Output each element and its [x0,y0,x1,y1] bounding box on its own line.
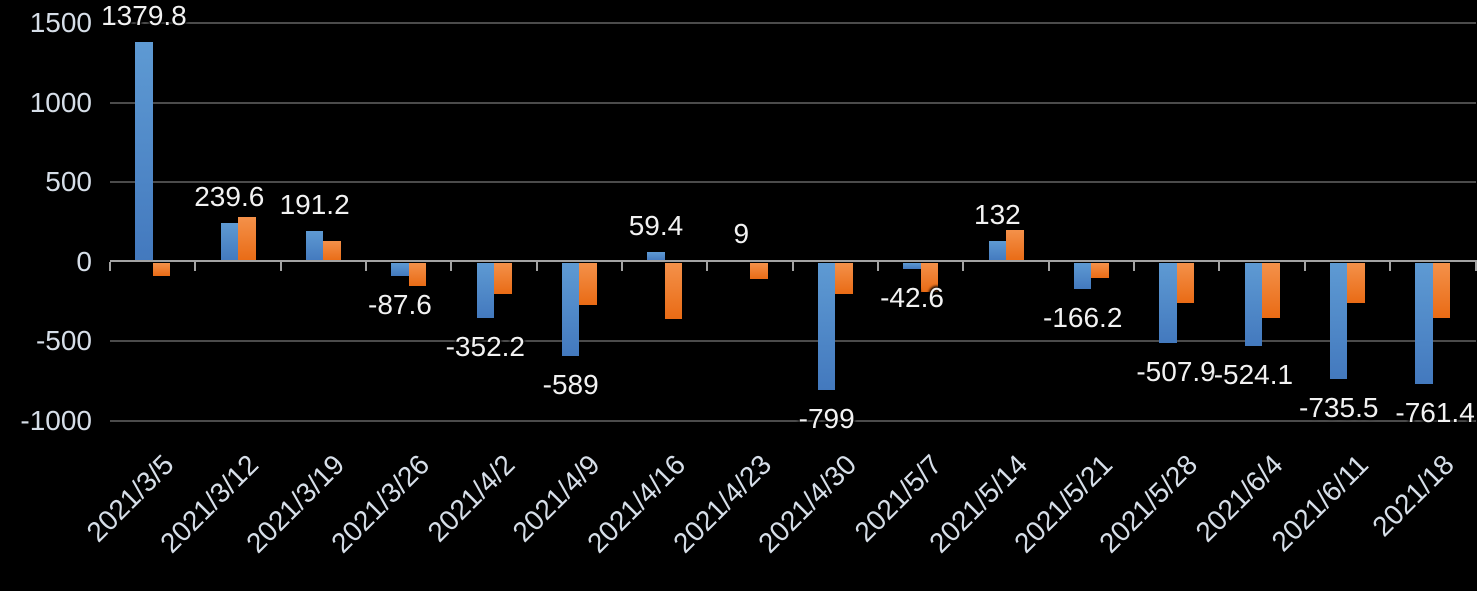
y-axis-tick-label: 500 [45,166,92,197]
data-label: -87.6 [368,289,432,321]
data-label: -799 [798,402,855,434]
bar-orange-series[interactable] [579,262,597,306]
bar-blue-series[interactable] [1329,262,1348,380]
bar-orange-series[interactable] [1347,262,1365,304]
data-label: -524.1 [1213,358,1294,390]
x-axis-tick [1474,261,1477,271]
gridline [110,22,1476,24]
x-axis-label: 2021/4/2 [421,448,521,548]
x-axis-tick [791,261,794,271]
bar-orange-series[interactable] [1006,230,1024,262]
x-axis-tick [706,261,709,271]
x-axis-tick [1218,261,1221,271]
data-label: -42.6 [880,282,944,314]
y-axis-tick-label: -500 [35,325,92,356]
y-axis-tick-label: -1000 [20,404,92,436]
gridline [110,101,1476,104]
bar-orange-series[interactable] [664,262,683,319]
data-label: -507.9 [1136,356,1216,388]
bar-orange-series[interactable] [1262,262,1280,319]
x-axis-tick [194,261,197,271]
bar-orange-series[interactable] [1432,262,1451,319]
data-label: 239.6 [194,181,265,213]
x-axis-tick [1133,261,1136,271]
bar-blue-series[interactable] [305,231,324,262]
x-axis-tick [962,261,965,271]
y-axis-tick-label: 1000 [29,86,92,118]
x-axis-tick [1389,261,1392,271]
data-label: -761.4 [1395,396,1475,428]
bar-orange-series[interactable] [920,262,939,292]
gridline [110,340,1476,342]
x-axis-tick [109,261,111,271]
data-label: 132 [974,198,1021,230]
data-label: -352.2 [445,331,525,363]
bar-orange-series[interactable] [238,216,256,262]
bar-blue-series[interactable] [220,223,239,262]
bar-blue-series[interactable] [988,240,1007,262]
bar-blue-series[interactable] [1159,262,1177,344]
bar-orange-series[interactable] [323,240,341,262]
data-label: -589 [542,369,599,401]
bar-orange-series[interactable] [152,262,171,276]
bar-blue-series[interactable] [561,262,580,357]
bar-blue-series[interactable] [1073,262,1092,289]
x-axis-line [110,260,1477,263]
bar-blue-series[interactable] [476,262,495,319]
bar-orange-series[interactable] [835,262,853,295]
bar-blue-series[interactable] [1244,262,1263,346]
y-axis-tick-label: 1500 [29,7,92,38]
x-axis-tick [1047,261,1050,271]
x-axis-tick [621,261,624,271]
x-axis-tick [535,261,538,271]
bar-orange-series[interactable] [750,262,768,280]
data-label: 9 [733,218,750,250]
bar-orange-series[interactable] [494,262,512,294]
bar-blue-series[interactable] [1415,262,1433,384]
bar-blue-series[interactable] [647,252,665,262]
x-axis-tick [877,261,880,271]
bar-orange-series[interactable] [1091,262,1109,278]
x-axis-tick [1303,261,1306,271]
bar-blue-series[interactable] [391,262,409,277]
gridline [110,419,1476,422]
gridline [110,181,1476,183]
data-label: 1379.8 [101,0,187,32]
x-axis-tick [450,261,453,271]
bar-blue-series[interactable] [135,42,153,262]
x-axis-tick [279,261,282,271]
data-label: 59.4 [628,210,684,242]
y-axis-tick-label: 0 [76,245,92,277]
x-axis-tick [365,261,368,271]
bar-orange-series[interactable] [1176,262,1195,304]
bar-blue-series[interactable] [903,262,921,270]
x-axis-label: 2021/18 [1365,448,1460,543]
bar-orange-series[interactable] [408,262,427,287]
data-label: -166.2 [1043,301,1123,333]
data-label: 191.2 [279,189,350,221]
data-label: -735.5 [1299,392,1379,424]
bar-blue-series[interactable] [817,262,836,390]
